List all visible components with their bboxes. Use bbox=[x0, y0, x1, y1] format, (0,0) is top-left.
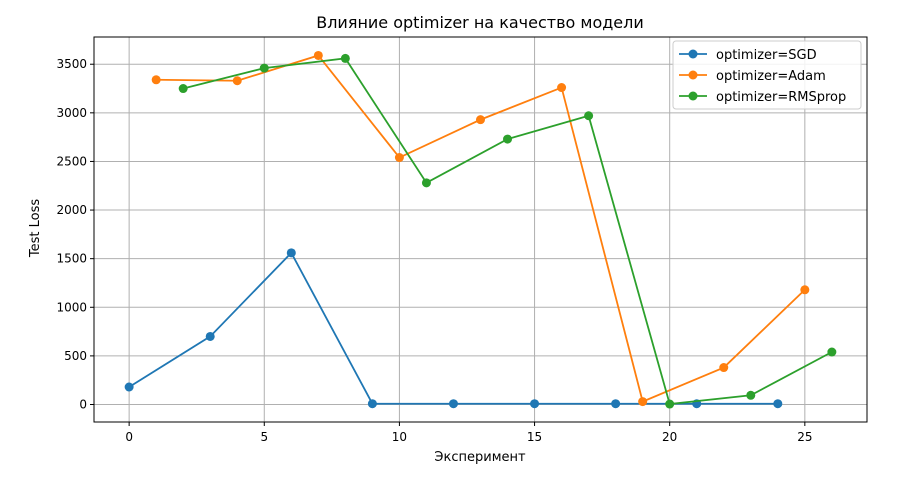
data-point bbox=[448, 399, 458, 409]
data-point bbox=[584, 111, 594, 121]
x-tick-label: 10 bbox=[392, 430, 407, 444]
legend-entry-label: optimizer=RMSprop bbox=[716, 90, 846, 105]
data-point bbox=[503, 134, 513, 144]
legend-marker bbox=[688, 70, 698, 80]
legend-marker bbox=[688, 49, 698, 59]
x-tick-label: 20 bbox=[662, 430, 677, 444]
x-tick-label: 15 bbox=[527, 430, 542, 444]
data-point bbox=[205, 331, 215, 341]
x-axis-label: Эксперимент bbox=[434, 450, 526, 465]
y-axis-label: Test Loss bbox=[28, 199, 43, 258]
data-point bbox=[719, 363, 729, 373]
plot-frame bbox=[93, 36, 868, 423]
data-point bbox=[638, 397, 648, 407]
data-point bbox=[286, 248, 296, 258]
y-tick-label: 1500 bbox=[56, 252, 87, 266]
y-tick-label: 1000 bbox=[56, 300, 87, 314]
series-line bbox=[182, 57, 833, 405]
data-point bbox=[178, 84, 188, 94]
data-point bbox=[232, 76, 242, 86]
y-tick-label: 3500 bbox=[56, 57, 87, 71]
x-tick-label: 5 bbox=[260, 430, 268, 444]
legend-marker bbox=[688, 91, 698, 101]
data-point bbox=[665, 399, 675, 409]
data-point bbox=[124, 382, 134, 392]
data-point bbox=[340, 53, 350, 63]
x-tick-label: 25 bbox=[797, 430, 812, 444]
data-point bbox=[421, 178, 431, 188]
data-point bbox=[530, 399, 540, 409]
data-point bbox=[313, 50, 323, 60]
data-point bbox=[151, 75, 161, 85]
y-tick-label: 3000 bbox=[56, 106, 87, 120]
data-point bbox=[746, 390, 756, 400]
legend: optimizer=SGD optimizer=Adam optimizer=RMS… bbox=[672, 40, 862, 110]
chart-title: Влияние optimizer на качество модели bbox=[316, 13, 644, 32]
y-tick-label: 2000 bbox=[56, 203, 87, 217]
data-point bbox=[557, 83, 567, 93]
data-point bbox=[611, 399, 621, 409]
series-2 bbox=[178, 53, 837, 409]
data-point bbox=[394, 153, 404, 163]
series-layer bbox=[124, 50, 837, 409]
y-tick-label: 0 bbox=[79, 398, 87, 412]
ticks: 0 5 10 15 20 25 0 500 1000 1500 2000 2500 3000 3500 bbox=[56, 57, 812, 444]
legend-entry-label: optimizer=Adam bbox=[716, 69, 826, 84]
series-line bbox=[128, 251, 778, 405]
y-tick-label: 500 bbox=[64, 349, 87, 363]
data-point bbox=[800, 285, 810, 295]
x-tick-label: 0 bbox=[125, 430, 133, 444]
legend-box bbox=[672, 40, 862, 110]
y-tick-label: 2500 bbox=[56, 154, 87, 168]
data-point bbox=[259, 63, 269, 73]
data-point bbox=[827, 347, 837, 357]
data-point bbox=[367, 399, 377, 409]
data-point bbox=[773, 399, 783, 409]
data-point bbox=[476, 115, 485, 125]
legend-entry-label: optimizer=SGD bbox=[716, 48, 817, 63]
